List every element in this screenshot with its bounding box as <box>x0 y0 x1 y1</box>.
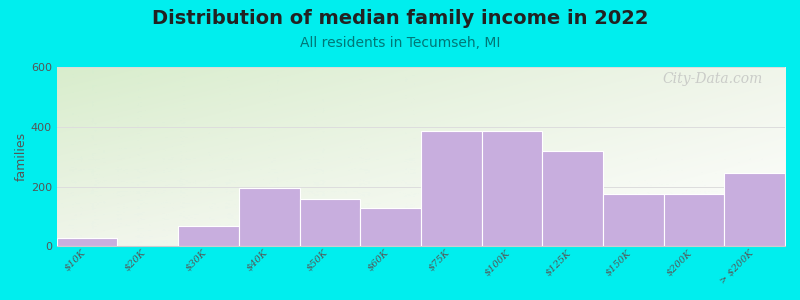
Y-axis label: families: families <box>15 132 28 181</box>
Bar <box>299 199 360 247</box>
Bar <box>542 151 603 247</box>
Bar <box>724 173 785 247</box>
Bar <box>239 188 299 247</box>
Bar <box>482 131 542 247</box>
Bar <box>603 194 664 247</box>
Bar <box>57 238 118 247</box>
Text: City-Data.com: City-Data.com <box>663 72 763 86</box>
Text: Distribution of median family income in 2022: Distribution of median family income in … <box>152 9 648 28</box>
Bar <box>421 131 482 247</box>
Bar <box>178 226 239 247</box>
Bar <box>664 194 724 247</box>
Bar <box>360 208 421 247</box>
Text: All residents in Tecumseh, MI: All residents in Tecumseh, MI <box>300 36 500 50</box>
